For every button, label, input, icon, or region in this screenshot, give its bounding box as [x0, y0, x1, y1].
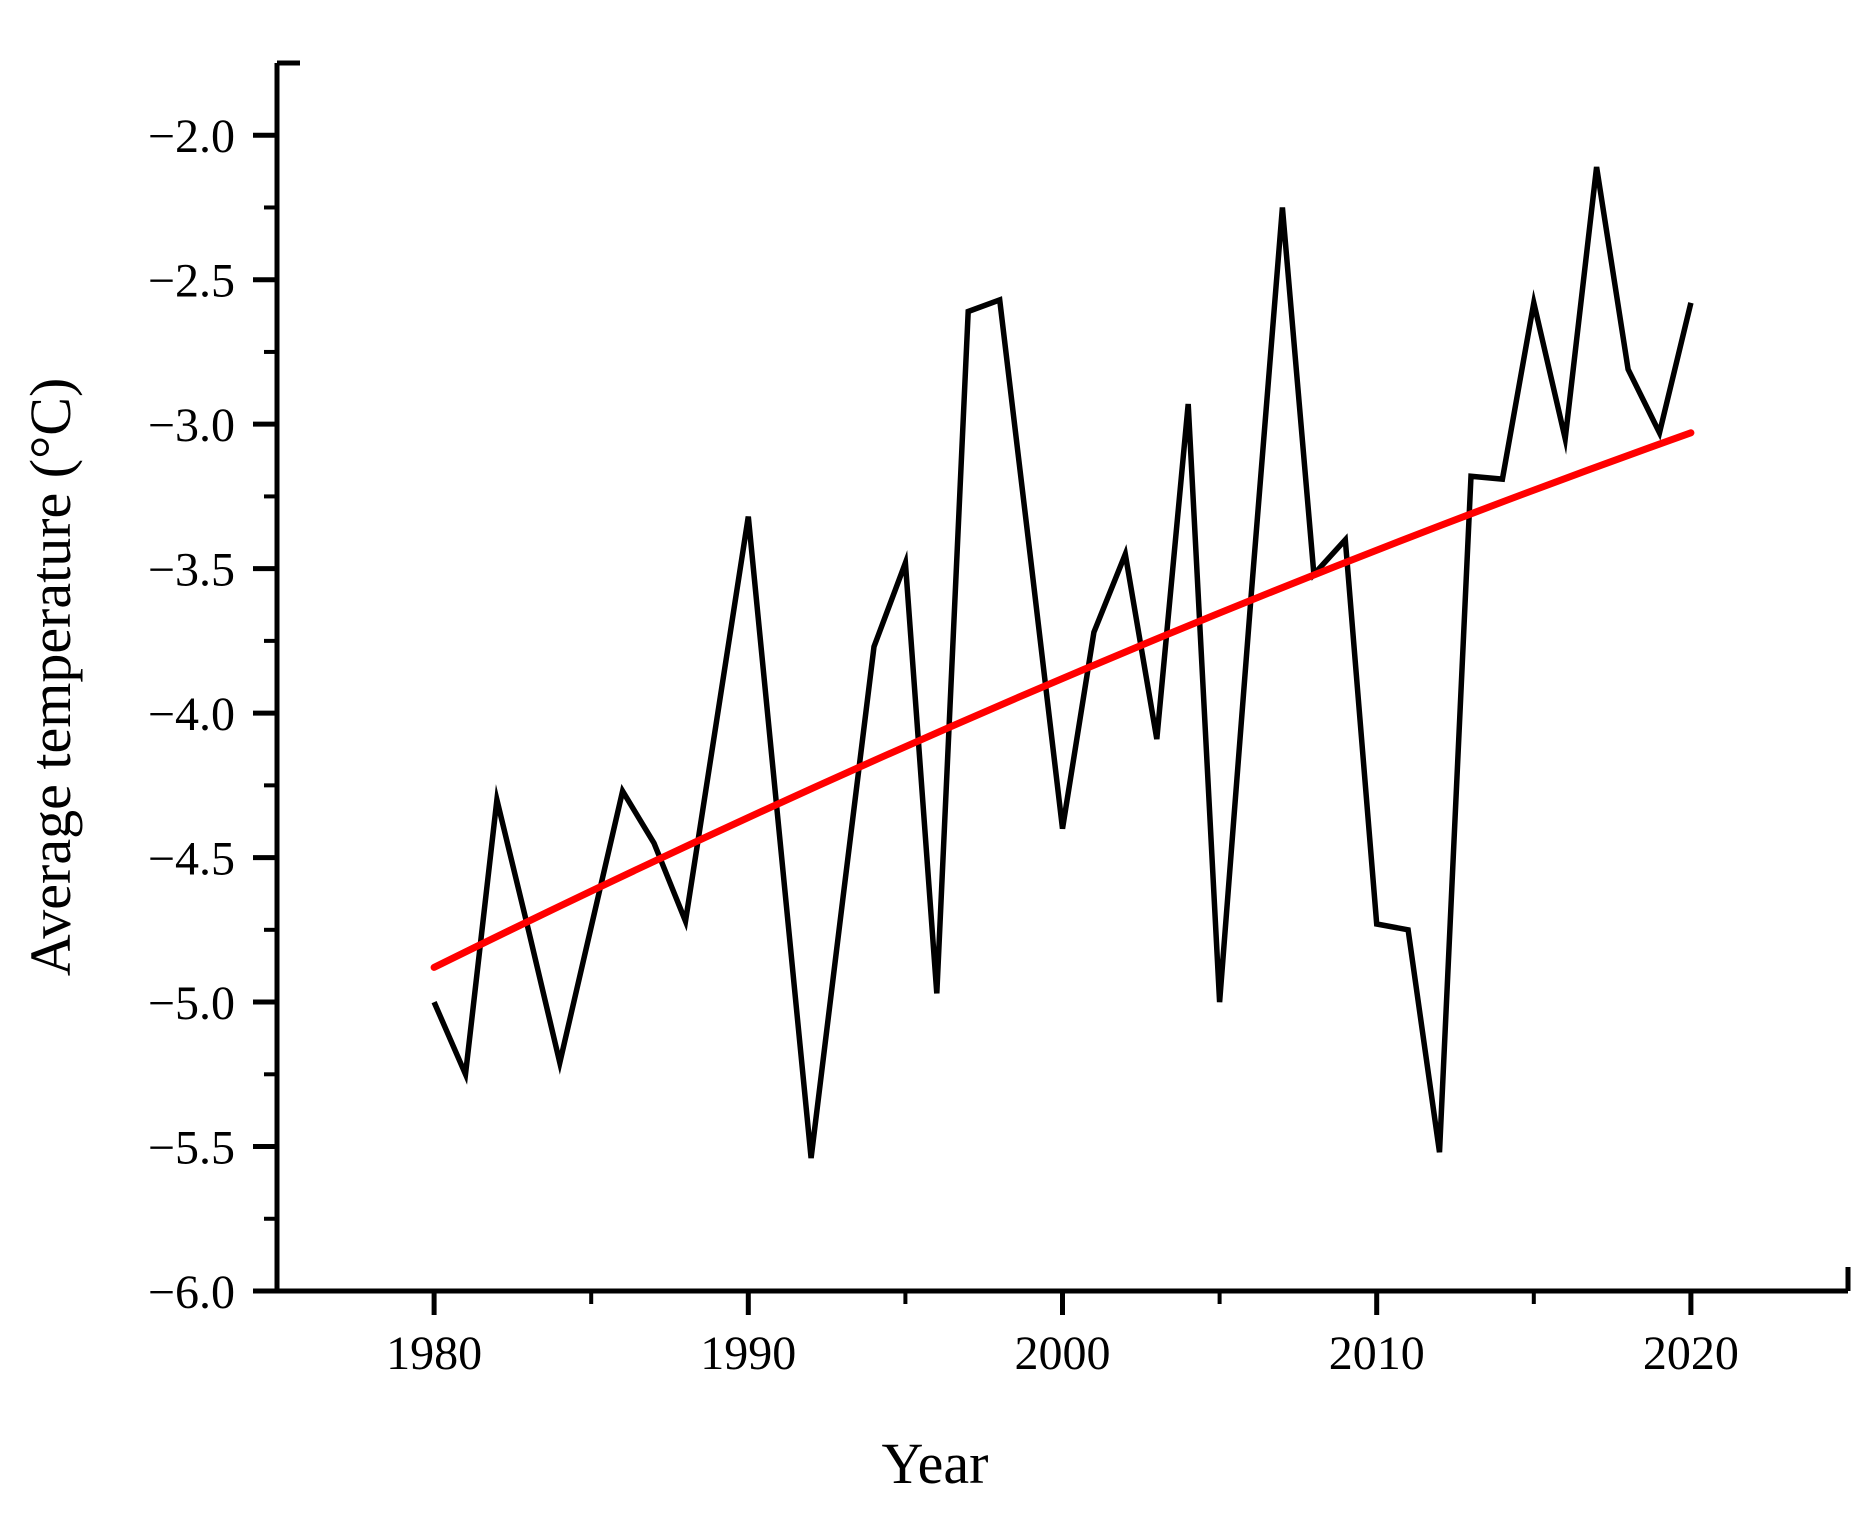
temperature-line — [431, 166, 1694, 1159]
x-tick-label: 1980 — [386, 1327, 482, 1380]
x-tick-label: 2010 — [1329, 1327, 1425, 1380]
x-axis-title: Year — [882, 1431, 989, 1496]
x-minor-ticks — [589, 1291, 1536, 1304]
y-tick-label: −2.5 — [148, 255, 235, 308]
y-major-ticks — [253, 132, 277, 1294]
y-tick-label: −3.0 — [148, 399, 235, 452]
y-tick-label: −3.5 — [148, 544, 235, 597]
y-tick-labels: −2.0 −2.5 −3.0 −3.5 −4.0 −4.5 −5.0 −5.5 −6.0 — [148, 110, 235, 1319]
y-tick-label: −5.0 — [148, 977, 235, 1030]
y-tick-label: −5.5 — [148, 1122, 235, 1175]
x-tick-labels: 1980 1990 2000 2010 2020 — [386, 1327, 1739, 1380]
y-tick-label: −6.0 — [148, 1266, 235, 1319]
x-tick-label: 2000 — [1015, 1327, 1111, 1380]
x-major-ticks — [431, 1291, 1694, 1315]
y-tick-label: −4.5 — [148, 833, 235, 886]
y-tick-label: −2.0 — [148, 110, 235, 163]
trend-line — [430, 429, 1695, 971]
x-tick-label: 1990 — [700, 1327, 796, 1380]
y-axis-title: Average temperature (°C) — [18, 378, 83, 977]
x-tick-label: 2020 — [1643, 1327, 1739, 1380]
y-minor-ticks — [264, 205, 277, 1221]
y-tick-label: −4.0 — [148, 688, 235, 741]
